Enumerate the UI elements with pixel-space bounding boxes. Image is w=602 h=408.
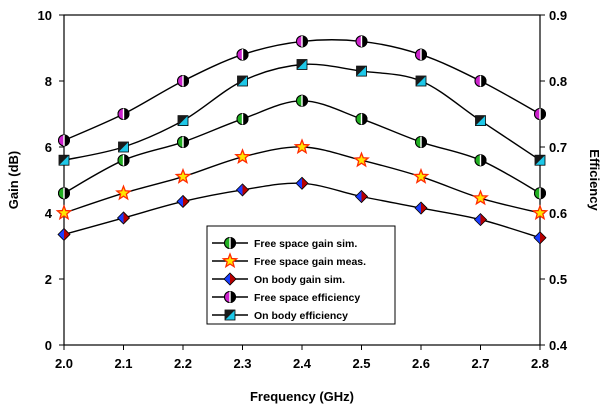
x-axis-title: Frequency (GHz) <box>250 389 354 404</box>
legend-item: On body gain sim. <box>212 272 345 286</box>
y-tick-label: 10 <box>38 8 52 23</box>
y-tick-label: 2 <box>45 272 52 287</box>
data-point <box>296 94 308 107</box>
data-point <box>236 48 249 61</box>
data-point <box>475 115 486 126</box>
y2-tick-label: 0.9 <box>549 8 567 23</box>
legend-marker <box>221 252 239 269</box>
data-point <box>295 176 309 190</box>
y-axis-right: 0.4 0.5 0.6 0.7 0.8 0.9 <box>540 8 568 353</box>
y-axis-title: Gain (dB) <box>6 151 21 210</box>
y2-tick-label: 0.6 <box>549 206 567 221</box>
data-point <box>415 48 427 61</box>
data-point <box>177 136 189 149</box>
legend-item: Free space gain meas. <box>212 252 366 269</box>
data-point <box>355 35 368 48</box>
data-point <box>414 201 428 215</box>
data-point <box>117 154 130 167</box>
data-point <box>117 108 130 120</box>
data-point <box>116 211 131 225</box>
legend-marker <box>223 272 237 286</box>
legend-item: On body efficiency <box>212 309 348 322</box>
x-tick-label: 2.2 <box>174 356 192 371</box>
legend-item: Free space efficiency <box>212 291 360 304</box>
data-point <box>58 154 70 166</box>
y2-tick-label: 0.5 <box>549 272 567 287</box>
data-point <box>176 194 190 209</box>
data-point <box>534 187 546 200</box>
y-tick-label: 8 <box>45 74 52 89</box>
y-tick-label: 4 <box>45 206 53 221</box>
x-tick-label: 2.6 <box>412 356 430 371</box>
data-point <box>474 154 487 167</box>
series-0 <box>58 94 546 200</box>
data-point <box>415 75 427 87</box>
data-point <box>115 184 132 201</box>
series-1 <box>55 138 549 221</box>
data-point <box>237 75 248 87</box>
series-4 <box>58 59 546 166</box>
y2-tick-label: 0.4 <box>549 338 568 353</box>
legend-label: Free space gain meas. <box>254 256 366 268</box>
y2-tick-label: 0.7 <box>549 140 567 155</box>
data-point <box>296 35 308 48</box>
data-point <box>234 148 251 165</box>
legend-marker <box>224 237 236 249</box>
x-axis: 2.0 2.1 2.2 2.3 2.4 2.5 2.6 2.7 2.8 <box>55 345 549 371</box>
data-point <box>531 204 549 221</box>
data-point <box>355 112 368 125</box>
data-point <box>58 134 70 147</box>
data-point <box>474 75 487 87</box>
data-point <box>534 108 546 120</box>
data-point <box>55 204 73 221</box>
data-point <box>57 227 71 242</box>
data-point <box>235 183 250 197</box>
data-point <box>356 65 367 77</box>
data-point <box>415 136 427 149</box>
legend-label: Free space gain sim. <box>254 238 357 250</box>
data-point <box>412 167 430 184</box>
series-2 <box>57 176 547 245</box>
data-point <box>58 187 70 200</box>
y-tick-label: 6 <box>45 140 52 155</box>
data-point <box>534 154 546 166</box>
data-point <box>354 189 369 204</box>
data-point <box>473 213 488 227</box>
legend-label: Free space efficiency <box>254 292 360 304</box>
legend-marker <box>224 291 236 303</box>
data-point <box>118 141 129 153</box>
legend-label: On body efficiency <box>254 310 348 322</box>
y-tick-label: 0 <box>45 338 52 353</box>
legend-marker <box>224 309 236 321</box>
series-3 <box>58 35 546 147</box>
y-axis-left: 0 2 4 6 8 10 <box>38 8 64 353</box>
x-tick-label: 2.8 <box>531 356 549 371</box>
x-tick-label: 2.7 <box>471 356 489 371</box>
legend-item: Free space gain sim. <box>212 237 357 250</box>
data-point <box>472 189 489 206</box>
data-point <box>293 138 311 155</box>
x-tick-label: 2.0 <box>55 356 73 371</box>
x-tick-label: 2.1 <box>114 356 132 371</box>
data-point <box>353 151 370 168</box>
series-layer <box>55 35 549 245</box>
data-point <box>236 112 249 125</box>
x-tick-label: 2.3 <box>233 356 251 371</box>
legend-label: On body gain sim. <box>254 274 345 286</box>
data-point <box>533 231 547 245</box>
data-point <box>177 75 189 87</box>
data-point <box>177 115 189 126</box>
y2-tick-label: 0.8 <box>549 74 567 89</box>
data-point <box>174 167 192 184</box>
y2-axis-title: Efficiency <box>587 149 602 211</box>
data-point <box>296 59 308 70</box>
legend: Free space gain sim. Free space gain meas… <box>206 225 396 325</box>
x-tick-label: 2.4 <box>293 356 312 371</box>
x-tick-label: 2.5 <box>352 356 370 371</box>
